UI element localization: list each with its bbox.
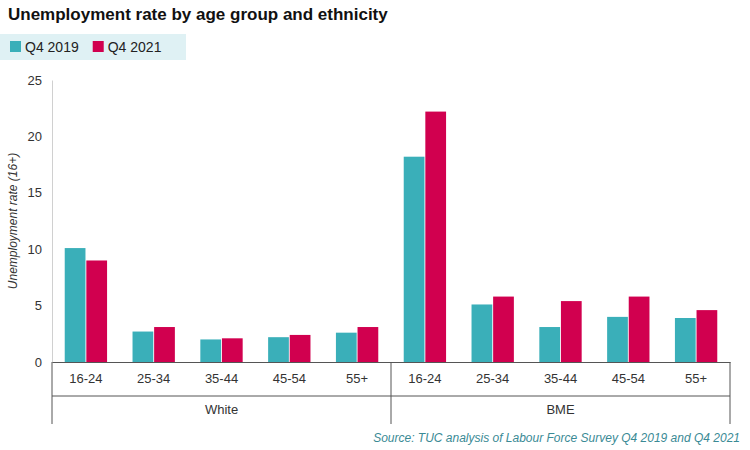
x-tick: 16-24 (69, 362, 102, 386)
x-tick: 25-34 (137, 362, 170, 386)
x-tick-label: 55+ (346, 371, 368, 386)
y-tick: 0 (35, 355, 52, 370)
bar (697, 310, 718, 362)
y-tick: 15 (28, 185, 52, 200)
x-tick-label: 16-24 (69, 371, 102, 386)
x-tick: 25-34 (476, 362, 509, 386)
bar (222, 338, 243, 362)
bar (133, 332, 154, 362)
bar (336, 333, 357, 362)
group-axis: White BME (52, 362, 730, 424)
group-label: White (205, 402, 238, 417)
y-axis: 0 5 10 15 20 25 (28, 73, 53, 370)
bar (268, 337, 289, 362)
group-separator (730, 362, 731, 424)
legend: Q4 2019 Q4 2021 (0, 34, 186, 60)
bar (200, 339, 221, 362)
bar (290, 335, 311, 362)
x-tick: 35-44 (205, 362, 238, 386)
group-separator (52, 362, 53, 424)
y-axis-line (52, 81, 53, 363)
bar (404, 157, 425, 362)
x-tick-label: 25-34 (476, 371, 509, 386)
x-tick: 16-24 (408, 362, 441, 386)
bar (561, 301, 582, 362)
x-tick: 35-44 (544, 362, 577, 386)
y-tick-label: 25 (28, 73, 42, 88)
x-tick-label: 35-44 (544, 371, 577, 386)
title: Unemployment rate by age group and ethni… (8, 5, 388, 24)
bar (629, 297, 650, 362)
bar (154, 327, 175, 362)
legend-swatch (93, 41, 104, 52)
y-axis-title: Unemployment rate (16+) (6, 153, 20, 289)
x-tick-label: 45-54 (273, 371, 306, 386)
y-tick-label: 20 (28, 129, 42, 144)
bar (607, 317, 628, 362)
y-tick-label: 15 (28, 185, 42, 200)
x-tick: 55+ (685, 362, 707, 386)
legend-background (0, 34, 186, 60)
chart: Unemployment rate by age group and ethni… (0, 0, 750, 450)
x-tick-label: 25-34 (137, 371, 170, 386)
y-tick: 25 (28, 73, 52, 88)
y-tick-label: 10 (28, 242, 42, 257)
bar (675, 318, 696, 362)
legend-swatch (10, 41, 21, 52)
y-tick-label: 0 (35, 355, 42, 370)
bar (425, 112, 446, 362)
source: Source: TUC analysis of Labour Force Sur… (373, 431, 740, 445)
x-tick-label: 35-44 (205, 371, 238, 386)
bar (472, 304, 493, 362)
bar (539, 327, 560, 362)
group-label: BME (546, 402, 575, 417)
y-tick-label: 5 (35, 298, 42, 313)
legend-label: Q4 2021 (108, 39, 162, 55)
bar (65, 248, 86, 362)
bar (86, 260, 107, 362)
x-tick: 55+ (346, 362, 368, 386)
x-tick-label: 45-54 (612, 371, 645, 386)
y-tick: 10 (28, 242, 52, 257)
legend-label: Q4 2019 (25, 39, 79, 55)
plot: 0 5 10 15 20 25 16-24 25-34 35-44 45-54 55+ 16-24 25… (28, 73, 731, 424)
y-tick: 5 (35, 298, 52, 313)
x-tick: 45-54 (273, 362, 306, 386)
bars (65, 112, 718, 362)
x-tick: 45-54 (612, 362, 645, 386)
bar (358, 327, 379, 362)
bar (493, 297, 514, 362)
x-tick-label: 55+ (685, 371, 707, 386)
y-tick: 20 (28, 129, 52, 144)
x-tick-label: 16-24 (408, 371, 441, 386)
group-separator (391, 362, 392, 424)
